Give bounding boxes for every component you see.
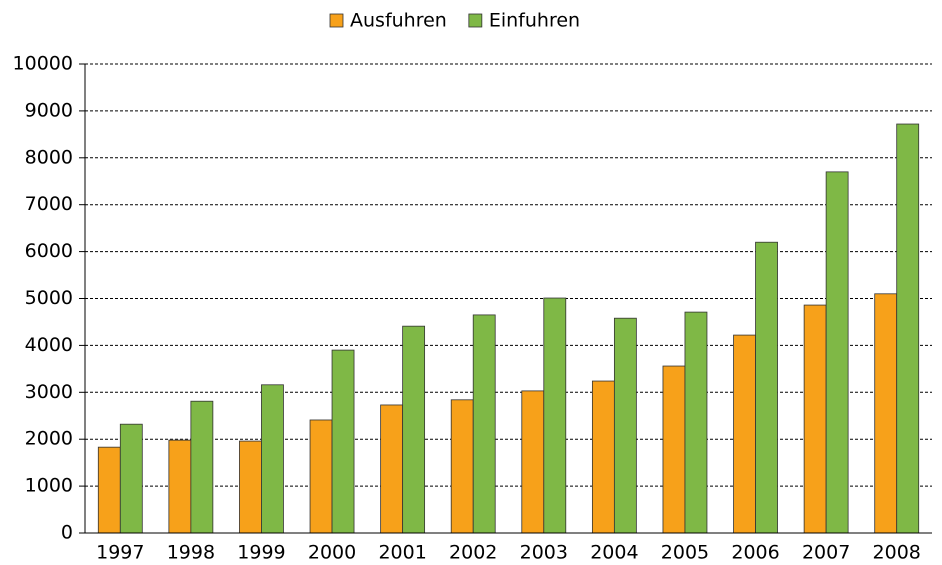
bar <box>168 439 192 534</box>
bar <box>591 380 615 534</box>
y-tick-label: 3000 <box>25 381 73 403</box>
y-tick-label: 8000 <box>25 146 73 168</box>
y-tick-label: 5000 <box>25 287 73 309</box>
x-tick-label: 2006 <box>731 542 779 564</box>
bar <box>380 404 404 534</box>
y-tick-label: 10000 <box>13 53 73 75</box>
y-tick-label: 0 <box>61 522 73 544</box>
bar <box>521 390 545 534</box>
x-tick-label: 2004 <box>590 542 638 564</box>
bar <box>803 304 827 534</box>
x-tick-label: 2003 <box>520 542 568 564</box>
x-tick-label: 2007 <box>802 542 850 564</box>
bar <box>755 241 778 534</box>
x-tick-label: 2005 <box>661 542 709 564</box>
bar <box>331 349 355 534</box>
bar <box>825 171 849 534</box>
bar <box>896 123 920 534</box>
y-tick-label: 4000 <box>25 334 73 356</box>
legend-label: Einfuhren <box>489 10 580 32</box>
y-tick-label: 9000 <box>25 99 73 121</box>
x-tick-label: 2002 <box>449 542 497 564</box>
bar <box>543 297 567 534</box>
legend-label: Ausfuhren <box>350 10 447 32</box>
bar <box>613 317 637 534</box>
bar <box>190 400 214 534</box>
bar <box>662 365 686 534</box>
x-tick-label: 1998 <box>167 542 215 564</box>
x-tick-label: 2001 <box>378 542 426 564</box>
y-tick-label: 1000 <box>25 475 73 497</box>
bar <box>733 334 756 534</box>
bar <box>450 399 474 534</box>
bar <box>874 293 898 534</box>
x-tick-label: 1999 <box>237 542 285 564</box>
y-tick-label: 7000 <box>25 193 73 215</box>
bar <box>684 311 708 534</box>
x-tick-label: 1997 <box>96 542 144 564</box>
x-tick-label: 2008 <box>873 542 921 564</box>
bar <box>309 419 333 534</box>
bar <box>472 314 496 534</box>
y-tick-label: 6000 <box>25 240 73 262</box>
legend-swatch <box>468 13 483 28</box>
y-tick-label: 2000 <box>25 428 73 450</box>
legend-swatch <box>329 13 344 28</box>
bar <box>239 440 262 534</box>
x-tick-label: 2000 <box>308 542 356 564</box>
bar <box>97 446 121 534</box>
bar <box>119 423 143 534</box>
bar <box>402 325 426 534</box>
bar <box>261 384 284 534</box>
